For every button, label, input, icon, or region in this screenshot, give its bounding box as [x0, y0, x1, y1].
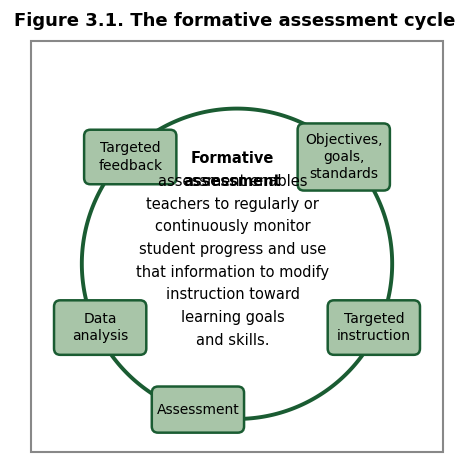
FancyBboxPatch shape: [298, 123, 390, 191]
Text: Formative: Formative: [191, 151, 274, 166]
FancyBboxPatch shape: [31, 41, 443, 452]
Text: Targeted
feedback: Targeted feedback: [98, 141, 162, 172]
FancyBboxPatch shape: [84, 130, 176, 184]
Text: learning goals: learning goals: [181, 310, 285, 325]
Text: Targeted
instruction: Targeted instruction: [337, 312, 411, 343]
Text: Assessment: Assessment: [156, 403, 239, 417]
Text: assessment: assessment: [183, 174, 281, 189]
Text: continuously monitor: continuously monitor: [155, 219, 310, 234]
Text: Figure 3.1. The formative assessment cycle: Figure 3.1. The formative assessment cyc…: [14, 12, 456, 30]
Text: teachers to regularly or: teachers to regularly or: [146, 197, 319, 212]
FancyBboxPatch shape: [328, 300, 420, 355]
Text: Data
analysis: Data analysis: [72, 312, 128, 343]
Text: Objectives,
goals,
standards: Objectives, goals, standards: [305, 133, 383, 181]
Text: student progress and use: student progress and use: [139, 242, 327, 257]
Text: that information to modify: that information to modify: [136, 265, 329, 280]
Text: instruction toward: instruction toward: [166, 288, 300, 302]
Text: and skills.: and skills.: [196, 333, 270, 348]
FancyBboxPatch shape: [152, 386, 244, 432]
FancyBboxPatch shape: [54, 300, 146, 355]
Text: assessment enables: assessment enables: [158, 174, 308, 189]
